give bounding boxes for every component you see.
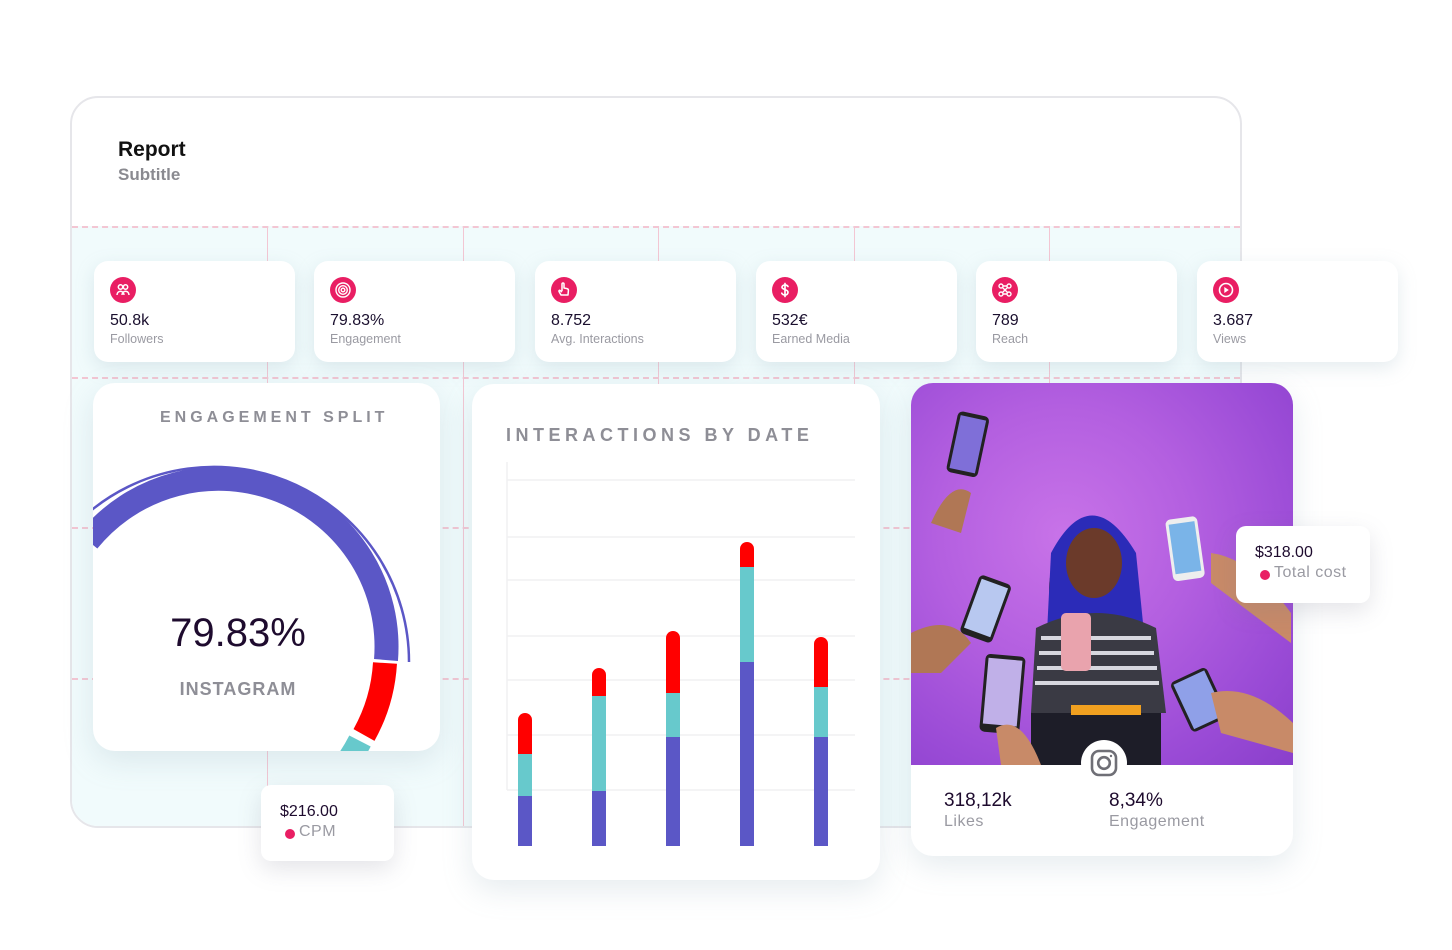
stat-card-followers[interactable]: 50.8k Followers — [94, 261, 295, 362]
bar-segment — [740, 662, 754, 846]
dollar-icon — [772, 277, 798, 303]
stat-label: Followers — [110, 332, 164, 346]
bar-segment — [592, 668, 606, 696]
stat-card-views[interactable]: 3.687 Views — [1197, 261, 1398, 362]
engagement-split-card: ENGAGEMENT SPLIT 79.83% INSTAGRAM — [93, 383, 440, 751]
instagram-icon — [1090, 749, 1118, 777]
stat-card-engagement[interactable]: 79.83% Engagement — [314, 261, 515, 362]
stat-value: 532€ — [772, 312, 808, 329]
play-icon — [1213, 277, 1239, 303]
followers-icon — [110, 277, 136, 303]
stat-label: Earned Media — [772, 332, 850, 346]
interactions-by-date-card: INTERACTIONS BY DATE — [472, 384, 880, 880]
stat-card-interactions[interactable]: 8.752 Avg. Interactions — [535, 261, 736, 362]
bar-segment — [518, 713, 532, 754]
likes-label: Likes — [944, 813, 984, 830]
cpm-label: CPM — [299, 823, 337, 840]
bar-segment — [666, 737, 680, 846]
post-engagement-label: Engagement — [1109, 813, 1205, 830]
cpm-label-row: CPM — [285, 823, 337, 841]
reach-icon — [992, 277, 1018, 303]
engagement-split-value: 79.83% — [170, 611, 306, 655]
grid-column-line — [463, 226, 464, 826]
instagram-badge — [1081, 740, 1127, 786]
bar-segment — [814, 737, 828, 846]
page-subtitle: Subtitle — [118, 165, 181, 184]
bar-segment — [814, 687, 828, 737]
engagement-donut-chart — [93, 465, 411, 751]
bar-segment — [666, 631, 680, 693]
stat-label: Avg. Interactions — [551, 332, 644, 346]
stat-card-reach[interactable]: 789 Reach — [976, 261, 1177, 362]
bar-segment — [518, 796, 532, 846]
bar-segment — [666, 693, 680, 737]
instagram-post-card[interactable]: 318,12k Likes 8,34% Engagement — [911, 383, 1293, 856]
legend-dot-icon — [1260, 570, 1270, 580]
interactions-title: INTERACTIONS BY DATE — [506, 425, 814, 445]
stat-value: 50.8k — [110, 312, 150, 329]
cpm-tooltip: $216.00 CPM — [261, 785, 394, 861]
stat-label: Reach — [992, 332, 1029, 346]
bar-segment — [592, 791, 606, 846]
engagement-split-label: INSTAGRAM — [179, 679, 297, 699]
likes-value: 318,12k — [944, 790, 1012, 811]
target-icon — [330, 277, 356, 303]
post-photo-illustration — [911, 411, 1293, 765]
stat-value: 8.752 — [551, 312, 592, 329]
post-engagement-value: 8,34% — [1109, 790, 1163, 811]
stat-label: Views — [1213, 332, 1247, 346]
grid-dash-line — [72, 377, 1240, 379]
stat-value: 79.83% — [330, 312, 385, 329]
cpm-value: $216.00 — [280, 803, 338, 820]
grid-dash-line — [72, 226, 1240, 228]
bar-segment — [814, 637, 828, 687]
stat-value: 3.687 — [1213, 312, 1254, 329]
stat-label: Engagement — [330, 332, 401, 346]
stat-card-earned-media[interactable]: 532€ Earned Media — [756, 261, 957, 362]
total-cost-value: $318.00 — [1255, 544, 1313, 561]
page-title: Report — [118, 138, 186, 161]
total-cost-label: Total cost — [1274, 564, 1347, 581]
legend-dot-icon — [285, 829, 295, 839]
interactions-bar-chart — [506, 462, 855, 846]
bar-segment — [592, 696, 606, 791]
bar-segment — [518, 754, 532, 796]
total-cost-label-row: Total cost — [1260, 564, 1347, 582]
bar-segment — [740, 567, 754, 662]
tap-icon — [551, 277, 577, 303]
bar-segment — [740, 542, 754, 567]
engagement-split-title: ENGAGEMENT SPLIT — [160, 409, 389, 426]
total-cost-tooltip: $318.00 Total cost — [1236, 526, 1370, 603]
stat-value: 789 — [992, 312, 1019, 329]
post-image[interactable] — [911, 383, 1293, 765]
